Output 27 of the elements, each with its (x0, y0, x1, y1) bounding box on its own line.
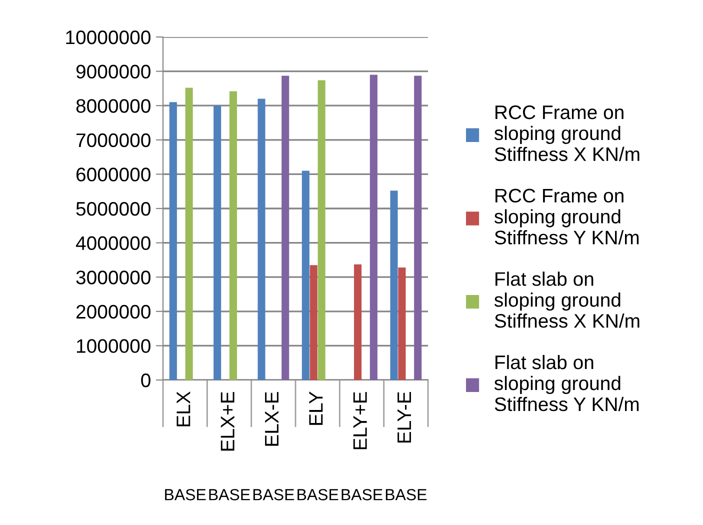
y-tick-label: 3000000 (76, 270, 150, 284)
y-tick-label: 2000000 (76, 304, 150, 319)
legend-label: Flat slab on sloping ground Stiffness X KN/m (494, 272, 640, 328)
text: BASE (209, 489, 250, 500)
x-tick-label: ELY+E (353, 392, 367, 450)
legend-label: Flat slab on sloping ground Stiffness Y KN/m (494, 354, 639, 412)
text: BASE (386, 489, 427, 500)
y-tick-label: 6000000 (76, 168, 150, 182)
text: BASE (165, 489, 206, 500)
text: BASE (342, 489, 382, 500)
x-tick-label: ELX (176, 392, 190, 426)
text: BASE (253, 489, 294, 500)
text: BASE (298, 489, 338, 500)
y-tick-label: 4000000 (76, 236, 150, 250)
y-tick-label: 5000000 (76, 202, 150, 216)
y-tick-label: 7000000 (76, 133, 150, 148)
legend-label: RCC Frame on sloping ground Stiffness X KN/m (494, 105, 640, 162)
y-tick-label: 1000000 (76, 339, 150, 353)
x-tick-label: ELX-E (265, 392, 278, 446)
x-tick-label: ELY-E (398, 392, 411, 443)
legend-label: RCC Frame on sloping ground Stiffness Y KN/m (494, 188, 639, 244)
y-tick-label: 9000000 (76, 64, 150, 79)
y-tick-label: 0 (141, 373, 150, 388)
x-tick-label: ELY (309, 392, 323, 425)
y-tick-label: 10000000 (66, 30, 150, 44)
y-tick-label: 8000000 (76, 99, 150, 113)
x-tick-label: ELX+E (220, 392, 234, 451)
